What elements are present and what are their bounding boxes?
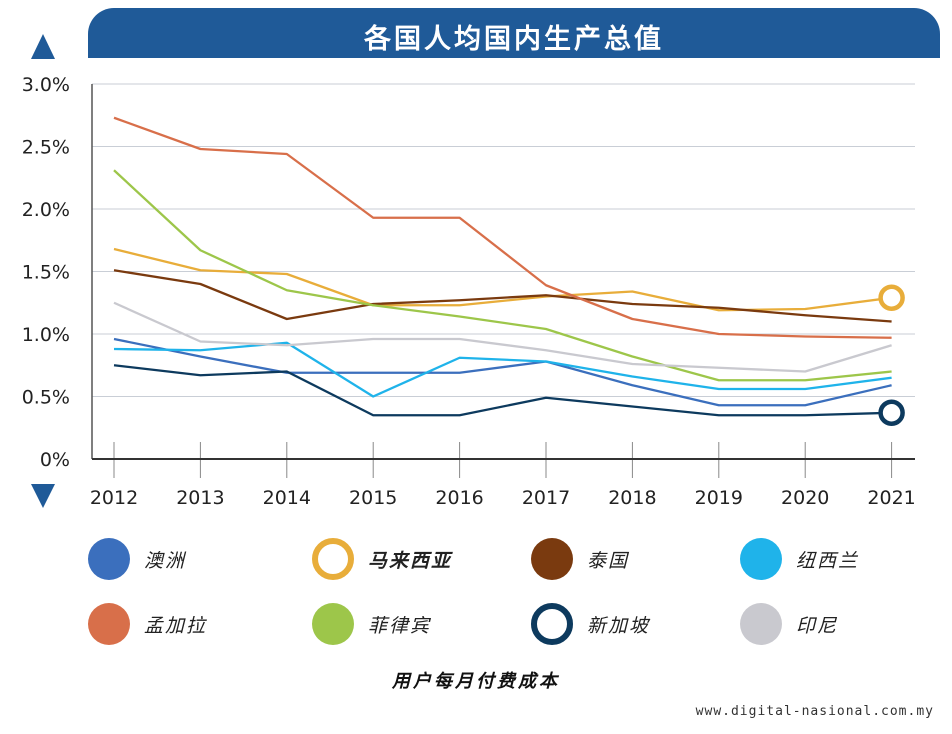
legend-label-australia: 澳洲 [144,549,187,572]
series-line-5 [113,169,892,382]
y-tick-label: 1.5% [22,262,70,284]
x-tick-label: 2019 [695,487,743,509]
legend-item-indonesia: 印尼 [740,602,838,646]
series-line-2 [113,269,892,323]
legend-item-singapore: 新加坡 [531,602,650,646]
title-banner: 各国人均国内生产总值 [88,8,940,58]
x-tick-label: 2018 [608,487,656,509]
x-tick-label: 2013 [176,487,224,509]
legend-item-new-zealand: 纽西兰 [740,537,859,581]
source-url: www.digital-nasional.com.my [695,704,934,719]
x-axis-caption: 用户每月付费成本 [392,671,560,692]
x-tick-label: 2014 [263,487,311,509]
legend-swatch-indonesia [740,603,782,645]
series-line-7 [113,301,892,373]
legend-item-thailand: 泰国 [531,537,629,581]
x-tick-labels: 2012 2013 2014 2015 2016 2017 2018 2019 2020 2021 [90,487,916,509]
series-line-4 [113,116,892,339]
y-tick-label: 0.5% [22,387,70,409]
legend-item-bangladesh: 孟加拉 [88,602,207,646]
legend-item-malaysia: 马来西亚 [312,537,452,581]
y-tick-label: 1.0% [22,324,70,346]
scale-up-arrow [31,34,55,59]
legend-item-australia: 澳洲 [88,537,186,581]
legend-label-new-zealand: 纽西兰 [796,549,860,572]
series-lines [113,116,892,417]
chart-title: 各国人均国内生产总值 [364,24,664,55]
end-markers [878,284,905,426]
legend-swatch-australia [88,538,130,580]
x-tick-label: 2017 [522,487,570,509]
legend-label-malaysia: 马来西亚 [368,549,453,572]
y-tick-label: 2.0% [22,199,70,221]
y-tick-label: 2.5% [22,137,70,159]
y-tick-labels: 0% 0.5% 1.0% 1.5% 2.0% 2.5% 3.0% [22,74,70,471]
legend-label-bangladesh: 孟加拉 [144,614,208,637]
x-tick-label: 2012 [90,487,138,509]
legend-swatch-thailand [531,538,573,580]
end-marker-6 [878,399,905,426]
scale-down-arrow [31,484,55,508]
legend-swatch-bangladesh [88,603,130,645]
x-tick-label: 2015 [349,487,397,509]
legend-swatch-new-zealand [740,538,782,580]
y-tick-label: 0% [40,449,70,471]
end-marker-1 [878,284,905,311]
x-tick-label: 2021 [867,487,915,509]
x-tick-label: 2020 [781,487,829,509]
legend-label-philippines: 菲律宾 [368,614,432,637]
series-line-1 [113,247,892,312]
legend-swatch-singapore [531,603,573,645]
legend-swatch-malaysia [312,538,354,580]
y-tick-label: 3.0% [22,74,70,96]
x-tick-label: 2016 [435,487,483,509]
legend-label-thailand: 泰国 [587,549,630,572]
gridlines [92,83,915,397]
legend-label-indonesia: 印尼 [796,614,839,637]
series-line-6 [113,364,892,417]
line-chart: 0%0.5%1.0%1.5%2.0%2.5%3.0% 2012 2013 2014 2… [22,34,916,509]
legend-item-philippines: 菲律宾 [312,602,431,646]
legend-swatch-philippines [312,603,354,645]
series-line-3 [113,341,892,398]
legend-label-singapore: 新加坡 [587,614,651,637]
series-line-0 [113,337,892,407]
